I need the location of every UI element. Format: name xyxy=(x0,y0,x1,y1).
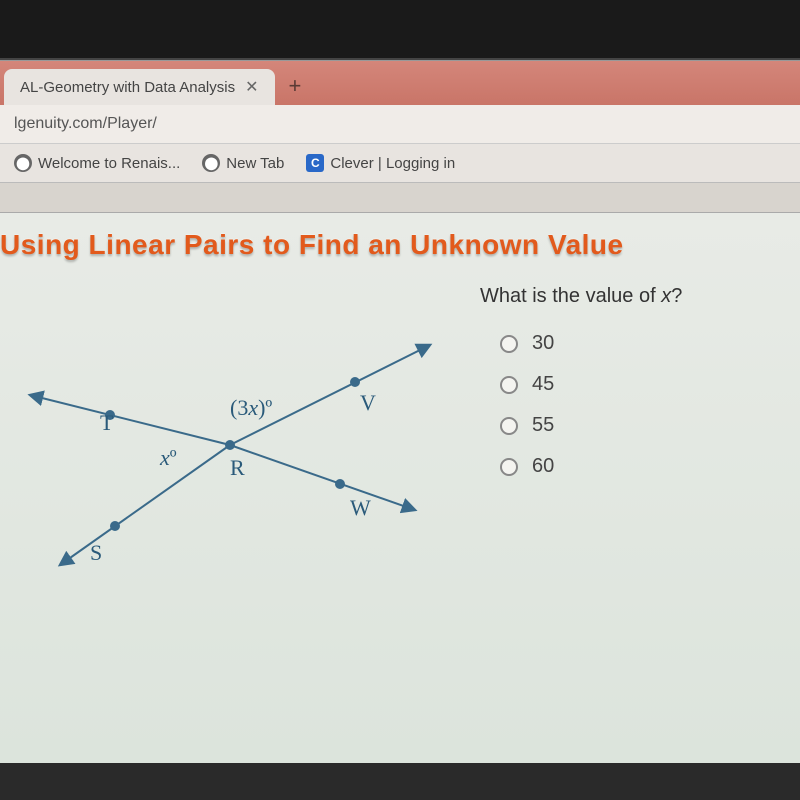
device-top-bezel xyxy=(0,0,800,60)
svg-text:xº: xº xyxy=(159,445,177,470)
problem-row: T S V W R (3x)º xº What is the value of x? 30 … xyxy=(0,285,800,605)
choice-30[interactable]: 30 xyxy=(500,332,682,355)
bookmark-clever[interactable]: C Clever | Logging in xyxy=(306,154,455,172)
bookmarks-bar: ⬤ Welcome to Renais... ⬤ New Tab C Cleve… xyxy=(0,144,800,183)
tab-title: AL-Geometry with Data Analysis xyxy=(20,79,235,96)
choice-60[interactable]: 60 xyxy=(500,455,682,478)
radio-icon xyxy=(500,417,518,435)
browser-chrome: AL-Geometry with Data Analysis ✕ + lgenu… xyxy=(0,60,800,183)
question-text: What is the value of x? xyxy=(480,285,682,308)
answer-choices: 30 45 55 60 xyxy=(480,332,682,478)
bookmark-renais[interactable]: ⬤ Welcome to Renais... xyxy=(14,154,180,172)
choice-label: 45 xyxy=(532,373,554,396)
svg-text:R: R xyxy=(230,455,245,480)
svg-text:S: S xyxy=(90,540,102,565)
new-tab-button[interactable]: + xyxy=(275,73,316,105)
bookmark-label: Welcome to Renais... xyxy=(38,155,180,172)
radio-icon xyxy=(500,376,518,394)
close-icon[interactable]: ✕ xyxy=(245,77,258,97)
choice-label: 55 xyxy=(532,414,554,437)
globe-icon: ⬤ xyxy=(14,154,32,172)
clever-icon: C xyxy=(306,154,324,172)
radio-icon xyxy=(500,458,518,476)
radio-icon xyxy=(500,335,518,353)
question-column: What is the value of x? 30 45 55 60 xyxy=(480,285,682,478)
bookmark-newtab[interactable]: ⬤ New Tab xyxy=(202,154,284,172)
svg-text:V: V xyxy=(360,390,376,415)
page-content: Using Linear Pairs to Find an Unknown Va… xyxy=(0,213,800,763)
choice-label: 60 xyxy=(532,455,554,478)
url-text: lgenuity.com/Player/ xyxy=(14,115,157,132)
choice-45[interactable]: 45 xyxy=(500,373,682,396)
bookmark-label: Clever | Logging in xyxy=(330,155,455,172)
svg-text:T: T xyxy=(100,410,114,435)
url-bar[interactable]: lgenuity.com/Player/ xyxy=(0,105,800,144)
svg-text:(3x)º: (3x)º xyxy=(230,395,272,420)
choice-55[interactable]: 55 xyxy=(500,414,682,437)
content-spacer xyxy=(0,183,800,213)
choice-label: 30 xyxy=(532,332,554,355)
geometry-diagram: T S V W R (3x)º xº xyxy=(20,285,450,605)
svg-text:W: W xyxy=(350,495,371,520)
bookmark-label: New Tab xyxy=(226,155,284,172)
active-tab[interactable]: AL-Geometry with Data Analysis ✕ xyxy=(4,69,275,105)
page-title: Using Linear Pairs to Find an Unknown Va… xyxy=(0,213,800,285)
globe-icon: ⬤ xyxy=(202,154,220,172)
tab-strip: AL-Geometry with Data Analysis ✕ + xyxy=(0,61,800,105)
